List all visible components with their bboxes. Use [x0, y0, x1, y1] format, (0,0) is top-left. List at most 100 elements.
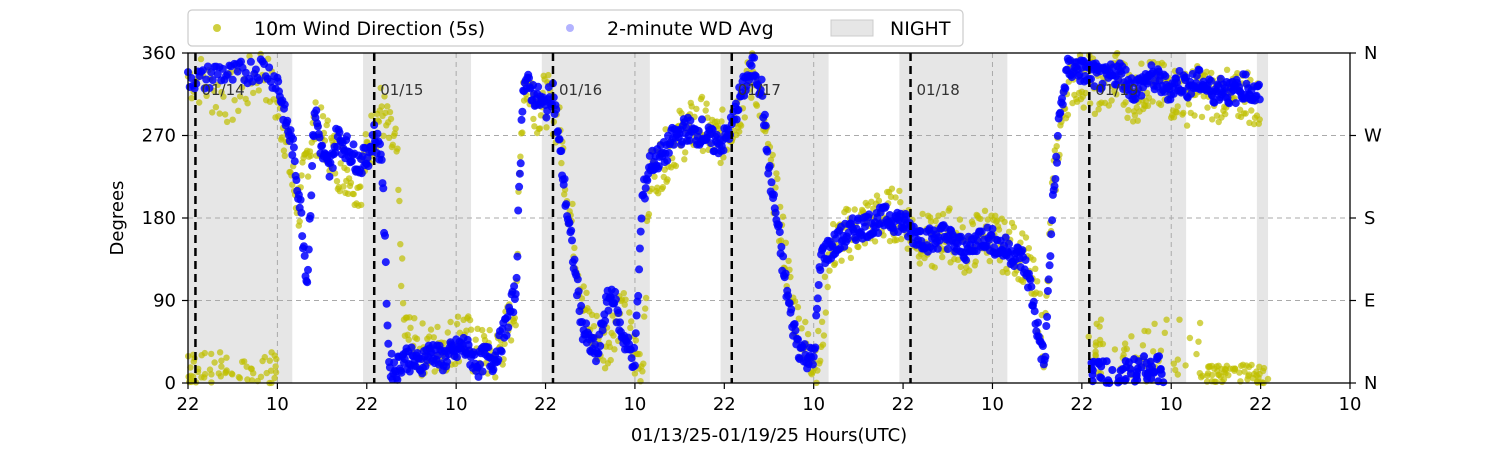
wind-direction-point	[1099, 340, 1107, 348]
wd-avg-point	[669, 140, 678, 149]
wind-direction-point	[607, 356, 614, 364]
wd-avg-point	[1195, 66, 1204, 75]
wd-avg-point	[719, 146, 728, 155]
wind-direction-point	[969, 220, 977, 228]
wind-direction-point	[344, 190, 352, 197]
wind-direction-point	[223, 118, 231, 126]
wd-avg-point	[554, 127, 562, 136]
wind-direction-point	[1183, 122, 1191, 129]
wd-avg-point	[1046, 252, 1055, 261]
wd-avg-point	[765, 161, 774, 170]
wind-direction-point	[601, 365, 609, 372]
wind-direction-point	[1144, 102, 1152, 110]
wd-avg-point	[504, 323, 513, 332]
wind-direction-point	[394, 145, 401, 152]
wind-direction-point	[517, 153, 524, 160]
wind-direction-point	[201, 374, 208, 381]
wind-direction-point	[1239, 361, 1247, 368]
wind-direction-point	[1139, 342, 1147, 349]
wd-avg-point	[573, 275, 582, 284]
wind-direction-point	[220, 93, 227, 100]
wd-avg-point	[973, 236, 982, 245]
wd-avg-point	[604, 306, 613, 315]
wind-direction-point	[264, 55, 272, 62]
day-markers: 01/14 01/15 01/16 01/17 01/18 01/19	[194, 53, 1139, 383]
wd-avg-point	[476, 360, 485, 369]
wd-avg-point	[734, 105, 743, 114]
wd-avg-point	[213, 70, 222, 79]
wind-direction-point	[344, 166, 351, 174]
wd-avg-point	[1255, 95, 1264, 104]
wind-direction-point	[927, 218, 935, 225]
wind-direction-point	[467, 326, 475, 333]
wd-avg-point	[1038, 342, 1047, 350]
right-tick-label: N	[1364, 43, 1377, 64]
wind-direction-point	[1176, 316, 1183, 323]
wd-avg-point	[381, 231, 389, 240]
wd-avg-point	[489, 365, 498, 374]
wind-direction-point	[779, 213, 787, 220]
wind-direction-point	[1223, 362, 1231, 369]
wind-direction-point	[307, 152, 315, 159]
wd-avg-point	[933, 244, 942, 253]
wind-direction-point	[851, 206, 858, 213]
wind-direction-point	[916, 260, 923, 267]
wind-direction-point	[693, 105, 700, 113]
wind-direction-point	[847, 254, 855, 262]
wind-direction-point	[1223, 66, 1231, 74]
wd-avg-point	[785, 299, 794, 308]
wd-avg-point	[770, 190, 778, 199]
wd-avg-point	[393, 375, 402, 384]
wd-avg-point	[761, 121, 770, 130]
wd-avg-point	[790, 320, 799, 328]
x-tick-label: 10	[1160, 394, 1183, 415]
wd-avg-point	[631, 329, 640, 338]
wd-avg-point	[387, 349, 396, 358]
wd-avg-point	[390, 358, 399, 367]
wind-direction-point	[1254, 378, 1261, 385]
wind-direction-point	[736, 128, 743, 135]
wind-direction-point	[748, 94, 755, 101]
wind-direction-point	[844, 206, 852, 214]
wd-avg-point	[598, 326, 607, 335]
wd-avg-point	[568, 236, 576, 245]
wd-avg-point	[509, 308, 518, 317]
x-tick-label: 22	[713, 394, 736, 415]
wind-direction-point	[831, 260, 839, 267]
wd-avg-point	[325, 172, 334, 181]
wind-direction-point	[231, 97, 238, 104]
x-axis-label: 01/13/25-01/19/25 Hours(UTC)	[631, 425, 907, 446]
wind-direction-point	[278, 134, 286, 141]
wd-avg-point	[589, 334, 598, 342]
wind-direction-point	[1198, 113, 1206, 121]
wind-direction-point	[312, 99, 319, 106]
day-marker-label: 01/15	[380, 81, 423, 99]
night-band	[188, 53, 293, 383]
wind-direction-point	[822, 309, 829, 316]
wind-direction-point	[271, 352, 278, 359]
wind-direction-point	[659, 184, 667, 191]
wd-avg-point	[760, 110, 769, 119]
wind-direction-point	[272, 369, 280, 376]
wd-avg-point	[1053, 131, 1062, 140]
wind-direction-point	[187, 364, 194, 371]
wind-direction-point	[632, 337, 640, 344]
wd-avg-point	[1098, 79, 1107, 88]
wind-direction-point	[698, 93, 706, 101]
wind-direction-point	[501, 340, 508, 348]
wind-direction-point	[1209, 116, 1216, 123]
wind-direction-point	[628, 318, 635, 325]
wind-direction-point	[640, 360, 647, 367]
wind-direction-point	[248, 365, 255, 373]
wd-avg-point	[763, 147, 772, 156]
wd-avg-point	[307, 191, 316, 200]
wd-avg-point	[228, 75, 237, 84]
wind-direction-point	[1231, 365, 1239, 373]
wind-direction-point	[492, 374, 499, 381]
wd-avg-point	[636, 227, 645, 236]
wind-direction-point	[337, 160, 344, 167]
wind-direction-point	[263, 369, 270, 377]
wd-avg-point	[570, 255, 579, 264]
wind-direction-point	[1124, 114, 1131, 122]
wind-direction-point	[208, 371, 215, 378]
